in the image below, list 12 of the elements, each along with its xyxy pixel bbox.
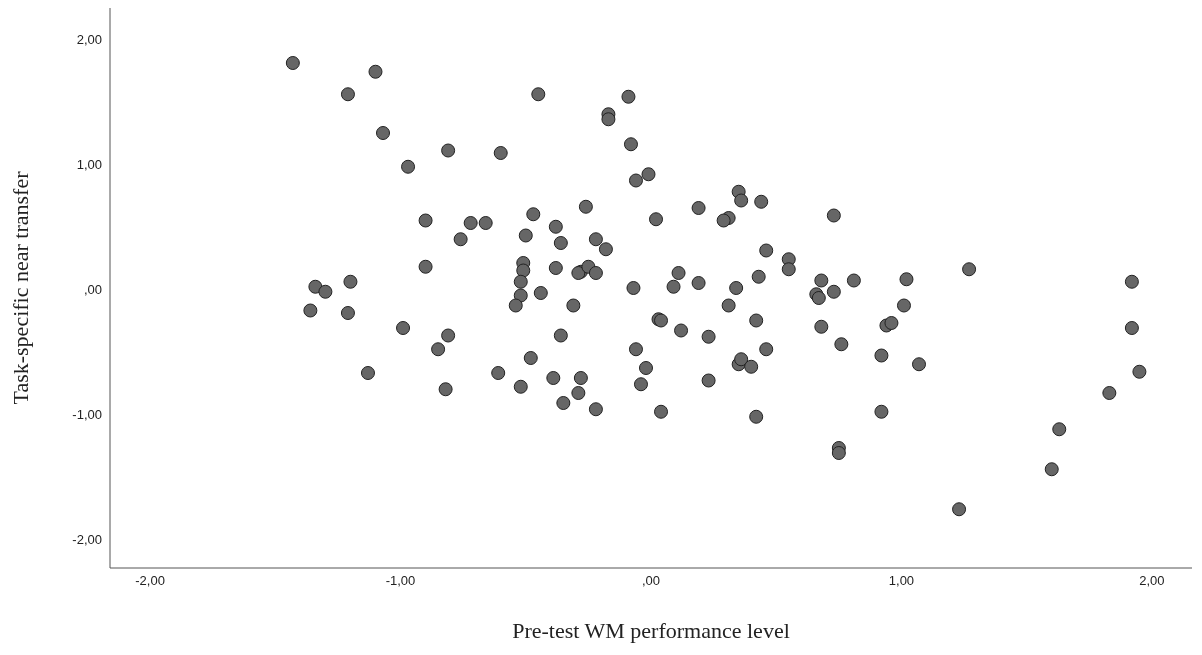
x-tick-label: 1,00	[888, 573, 915, 589]
x-tick-label: 2,00	[1139, 573, 1165, 589]
y-tick-label: -2,00	[72, 531, 102, 547]
x-tick-label: -1,00	[385, 573, 416, 589]
y-tick-label: 2,00	[76, 31, 102, 47]
x-axis-title: Pre-test WM performance level	[512, 618, 790, 643]
y-tick-label: -1,00	[72, 406, 102, 422]
x-tick-label: ,00	[641, 573, 661, 589]
y-tick-label: 1,00	[76, 156, 102, 172]
y-axis-title: Task-specific near transfer	[7, 170, 33, 405]
x-tick-label: -2,00	[135, 573, 165, 589]
y-tick-label: ,00	[83, 281, 102, 297]
